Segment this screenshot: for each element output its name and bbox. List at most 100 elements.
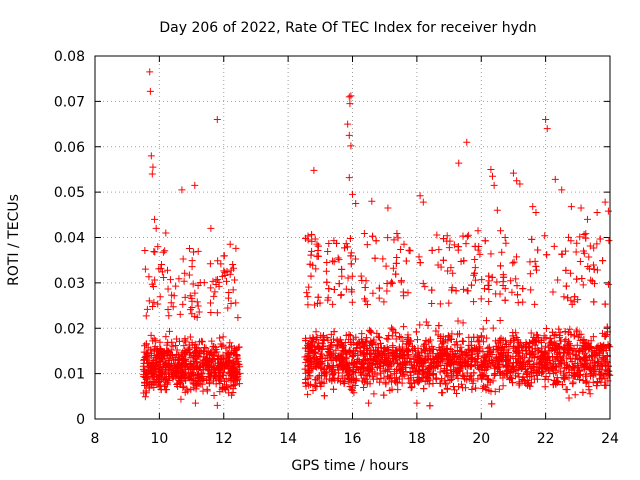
data-point [434,352,442,360]
data-point [143,368,151,376]
data-point [508,374,516,382]
data-point [149,282,157,290]
data-point [213,309,221,317]
data-point [551,175,559,183]
data-point [478,362,486,370]
data-point [410,368,418,376]
data-point [156,293,164,301]
data-point [179,255,187,263]
data-point [570,332,578,340]
data-point [353,357,361,365]
data-point [447,335,455,343]
data-point [500,273,508,281]
data-point [542,324,550,332]
data-point [415,253,423,261]
data-point [573,326,581,334]
data-point [206,349,214,357]
data-point [604,207,612,215]
data-point [499,282,507,290]
data-point [562,345,570,353]
data-point [142,312,150,320]
data-point [334,363,342,371]
data-point [401,363,409,371]
data-point [464,231,472,239]
data-point [573,275,581,283]
data-point [478,375,486,383]
data-point [370,390,378,398]
data-point [168,351,176,359]
data-point [214,257,222,265]
data-point [197,337,205,345]
data-point [472,384,480,392]
data-point [445,360,453,368]
data-point [585,345,593,353]
data-point [343,243,351,251]
data-point [421,346,429,354]
data-point [397,333,405,341]
data-point [596,370,604,378]
data-point [307,272,315,280]
data-point [426,336,434,344]
data-point [541,383,549,391]
data-point [527,379,535,387]
data-point [205,360,213,368]
data-point [580,336,588,344]
data-point [304,374,312,382]
data-point [334,366,342,374]
data-point [389,342,397,350]
data-point [444,373,452,381]
data-point [156,357,164,365]
data-point [495,385,503,393]
data-point [178,350,186,358]
plot-frame [94,55,611,420]
data-point [304,293,312,301]
data-point [571,293,579,301]
data-point [467,341,475,349]
data-point [188,263,196,271]
data-point [526,361,534,369]
data-point [215,376,223,384]
data-point [421,283,429,291]
data-point [593,357,601,365]
data-point [178,186,186,194]
data-point [502,239,510,247]
data-point [447,356,455,364]
data-point [489,324,497,332]
data-point [342,348,350,356]
data-point [560,293,568,301]
data-point [450,386,458,394]
data-point [400,323,408,331]
data-point [590,365,598,373]
data-point [496,290,504,298]
data-point [157,264,165,272]
data-point [306,355,314,362]
data-point [375,334,383,342]
data-point [344,367,352,375]
data-point [200,279,208,287]
data-point [512,275,520,283]
data-point [526,258,534,266]
data-point [471,242,479,250]
data-point [387,371,395,379]
data-point [514,299,522,307]
data-point [413,336,421,344]
data-point [586,390,594,398]
data-point [330,258,338,266]
data-point [396,354,404,362]
data-point [145,381,153,389]
data-point [146,68,154,76]
y-tick-label: 0 [76,412,85,428]
data-point [224,304,232,312]
data-point [347,338,355,346]
data-point [211,372,219,380]
data-point [337,339,345,347]
data-point [585,343,593,351]
data-point [575,355,583,363]
data-point [434,261,442,269]
data-point [419,198,427,206]
data-point [141,247,149,255]
data-point [164,266,172,274]
data-point [190,384,198,392]
data-point [474,338,482,346]
